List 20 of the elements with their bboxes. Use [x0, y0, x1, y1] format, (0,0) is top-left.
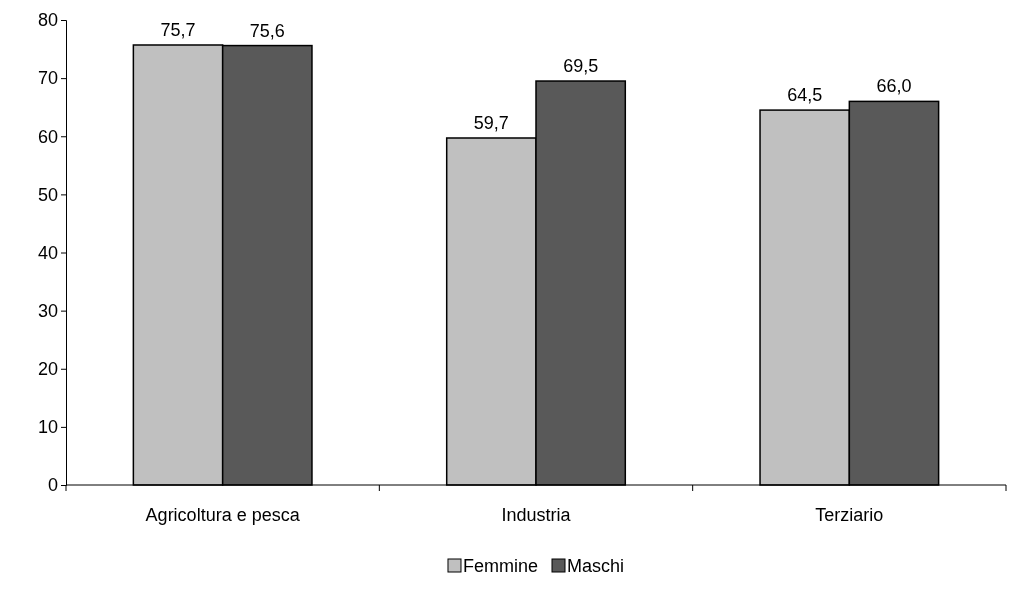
- data-label: 59,7: [473, 112, 509, 133]
- y-tick-label: 50: [37, 184, 58, 205]
- x-tick-label: Industria: [501, 505, 572, 525]
- x-tick-label: Terziario: [815, 505, 884, 525]
- data-label: 75,6: [249, 20, 285, 41]
- data-label: 75,7: [160, 19, 196, 40]
- y-tick-label: 0: [47, 475, 58, 496]
- data-label: 66,0: [876, 76, 912, 97]
- y-tick-label: 40: [37, 242, 58, 263]
- x-tick-label: Agricoltura e pesca: [145, 505, 301, 525]
- y-tick-label: 10: [37, 417, 58, 438]
- y-tick-label: 20: [37, 359, 58, 380]
- y-tick-label: 70: [37, 68, 58, 89]
- y-tick-label: 30: [37, 300, 58, 321]
- legend-label: Femmine: [462, 556, 538, 576]
- data-label: 69,5: [563, 56, 599, 77]
- y-tick-label: 80: [37, 10, 58, 31]
- legend-label: Maschi: [567, 556, 625, 576]
- data-label: 64,5: [787, 85, 823, 106]
- y-tick-label: 60: [37, 126, 58, 147]
